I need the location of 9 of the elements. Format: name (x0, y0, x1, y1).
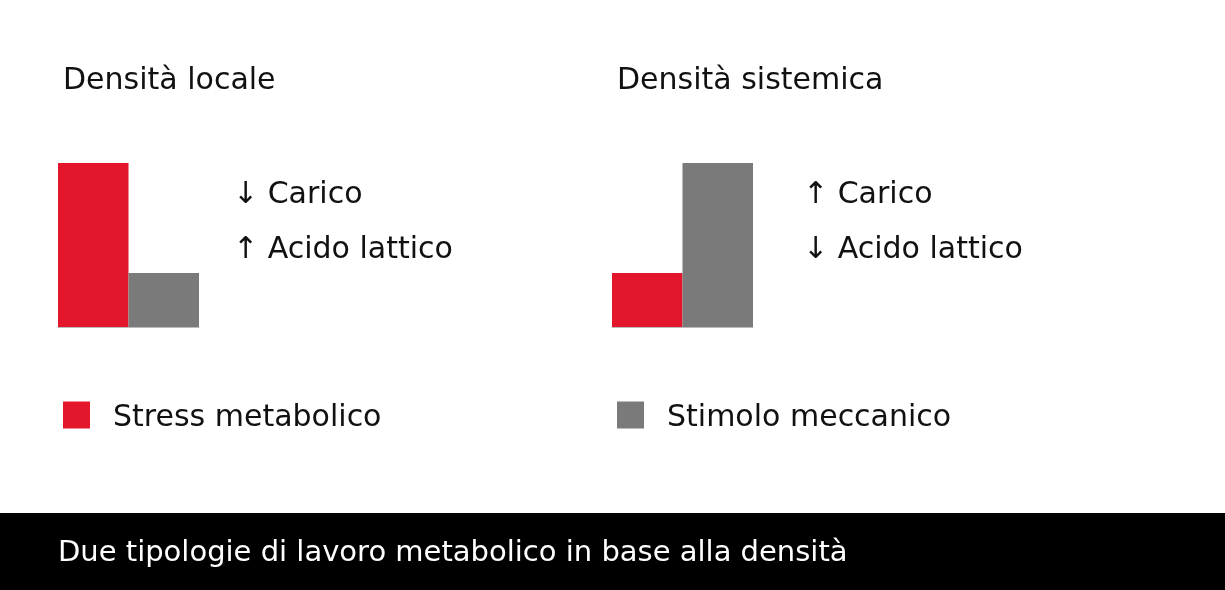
legend-label: Stress metabolico (113, 397, 382, 433)
text: ↑ Acido lattico (233, 229, 453, 267)
text: ↓ Carico (233, 174, 364, 212)
text: ↓ Acido lattico (803, 229, 1023, 267)
chart-title: Densità sistemica (617, 60, 884, 96)
text: Due tipologie di lavoro metabolico in base alla densità (0, 513, 1225, 590)
legend-label: Stimolo meccanico (667, 397, 952, 433)
chart-title: Densità locale (63, 60, 276, 96)
text: ↑ Carico (803, 174, 934, 212)
